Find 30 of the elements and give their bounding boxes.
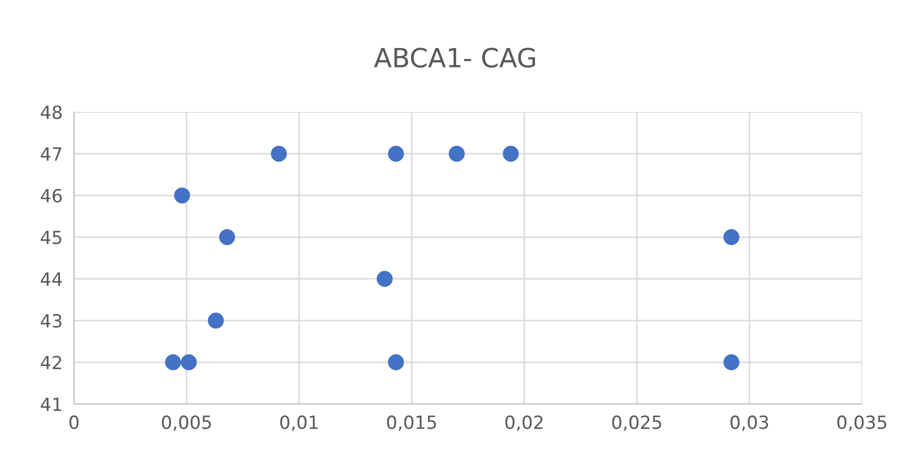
point	[180, 354, 197, 370]
point	[723, 229, 740, 246]
point	[502, 146, 519, 162]
point	[388, 146, 404, 162]
y-tick-label: 45	[40, 230, 62, 244]
y-tick-label: 44	[40, 272, 62, 286]
y-tick-label: 46	[40, 188, 62, 203]
y-tick-label: 43	[40, 314, 62, 328]
x-tick-label: 0,01	[280, 415, 318, 431]
y-tick-label: 47	[40, 147, 62, 161]
point	[448, 146, 465, 162]
x-tick-label: 0	[69, 415, 79, 430]
point	[208, 312, 224, 329]
y-tick-label: 42	[40, 356, 62, 370]
point	[219, 229, 236, 246]
x-tick-label: 0,015	[387, 415, 436, 431]
point	[376, 270, 393, 287]
y-tick-label: 48	[40, 105, 62, 120]
point	[723, 354, 740, 370]
point	[388, 354, 404, 370]
x-tick-label: 0,025	[612, 415, 662, 431]
y-tick-label: 41	[40, 398, 62, 411]
chart-title: ABCA1- CAG	[374, 48, 536, 68]
point	[165, 354, 182, 370]
x-tick-label: 0,035	[837, 415, 886, 431]
x-tick-label: 0,005	[162, 415, 211, 431]
point	[270, 146, 287, 162]
point	[174, 187, 190, 204]
x-tick-label: 0,02	[505, 415, 543, 431]
x-tick-label: 0,03	[730, 415, 768, 431]
